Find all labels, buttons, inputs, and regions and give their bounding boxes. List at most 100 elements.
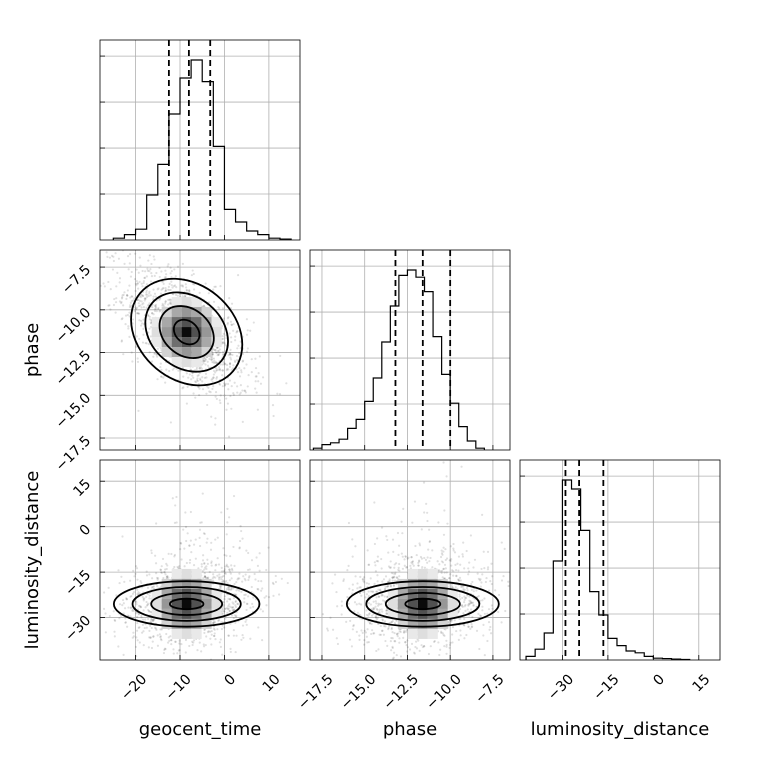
scatter-point — [452, 574, 455, 577]
scatter-point — [153, 618, 156, 621]
scatter-point — [423, 566, 427, 569]
scatter-point — [123, 580, 126, 583]
scatter-point — [219, 638, 222, 641]
scatter-point — [250, 371, 253, 374]
scatter-point — [137, 287, 140, 290]
panel-frame — [309, 249, 511, 451]
scatter-point — [148, 636, 151, 639]
scatter-point — [226, 321, 229, 325]
scatter-point — [126, 625, 129, 628]
scatter-point — [219, 585, 223, 588]
scatter-point — [395, 653, 398, 657]
scatter-point — [194, 396, 197, 399]
scatter-point — [147, 610, 150, 613]
scatter-point — [272, 582, 275, 586]
scatter-point — [146, 267, 149, 270]
density-cell — [181, 357, 192, 368]
scatter-point — [211, 347, 215, 350]
scatter-point — [200, 521, 203, 524]
scatter-point — [166, 641, 170, 644]
scatter-point — [174, 640, 177, 643]
scatter-point — [167, 636, 170, 639]
scatter-point — [181, 284, 184, 287]
scatter-point — [229, 348, 232, 351]
scatter-point — [401, 567, 405, 570]
scatter-point — [251, 602, 254, 606]
scatter-point — [241, 420, 244, 423]
scatter-point — [173, 553, 177, 557]
scatter-point — [421, 565, 424, 569]
scatter-point — [437, 569, 440, 572]
scatter-point — [227, 588, 230, 591]
scatter-point — [197, 567, 200, 570]
scatter-point — [159, 366, 162, 369]
scatter-point — [479, 578, 482, 581]
scatter-point — [482, 634, 485, 637]
scatter-point — [115, 297, 118, 300]
scatter-point — [162, 651, 166, 655]
scatter-point — [138, 641, 141, 644]
scatter-point — [112, 610, 115, 613]
scatter-point — [225, 363, 229, 367]
scatter-point — [442, 633, 445, 636]
scatter-point — [121, 598, 125, 602]
scatter-point — [252, 321, 255, 324]
scatter-point — [189, 558, 192, 562]
scatter-point — [336, 605, 339, 608]
histogram-bar — [617, 646, 626, 660]
scatter-point — [151, 577, 154, 580]
scatter-point — [234, 360, 237, 364]
scatter-point — [241, 389, 244, 392]
scatter-point — [127, 268, 130, 271]
scatter-point — [247, 576, 251, 579]
scatter-point — [142, 280, 145, 283]
scatter-point — [407, 556, 410, 559]
scatter-point — [192, 543, 196, 546]
scatter-point — [467, 604, 470, 607]
quantile-layer — [167, 40, 605, 660]
scatter-point — [170, 552, 173, 556]
density-cell — [427, 598, 438, 609]
histogram-bar — [331, 443, 340, 450]
scatter-point — [449, 641, 452, 645]
scatter-point — [148, 629, 151, 632]
scatter-point — [205, 635, 208, 638]
scatter-point — [379, 588, 382, 591]
density-cell — [417, 618, 428, 629]
scatter-point — [207, 292, 210, 295]
scatter-point — [457, 609, 460, 612]
scatter-point — [186, 385, 189, 388]
scatter-point — [185, 286, 188, 289]
scatter-point — [153, 304, 157, 307]
scatter-point — [218, 307, 221, 310]
density-cell — [161, 618, 172, 629]
scatter-point — [445, 645, 448, 648]
scatter-point — [274, 580, 278, 584]
scatter-point — [381, 599, 385, 602]
density-cell — [397, 618, 408, 629]
scatter-point — [441, 576, 444, 579]
contour-level-2 — [384, 591, 461, 616]
scatter-point — [192, 564, 196, 567]
scatter-point — [352, 623, 355, 627]
scatter-point — [202, 554, 205, 557]
scatter-point — [140, 581, 143, 585]
scatter-point — [404, 555, 407, 558]
scatter-point — [398, 544, 401, 547]
scatter-point — [302, 586, 304, 588]
scatter-point — [376, 560, 380, 563]
scatter-point — [419, 555, 423, 559]
scatter-point — [151, 311, 154, 315]
scatter-point — [167, 263, 170, 266]
scatter-point — [138, 337, 141, 341]
scatter-point — [222, 360, 225, 363]
scatter-point — [164, 290, 167, 293]
scatter-point — [375, 596, 378, 599]
scatter-point — [159, 628, 162, 631]
scatter-point — [458, 607, 462, 611]
scatter-point — [396, 635, 399, 638]
scatter-point — [135, 636, 138, 639]
scatter-point — [413, 500, 417, 503]
scatter-point — [145, 600, 148, 604]
scatter-point — [229, 362, 232, 365]
